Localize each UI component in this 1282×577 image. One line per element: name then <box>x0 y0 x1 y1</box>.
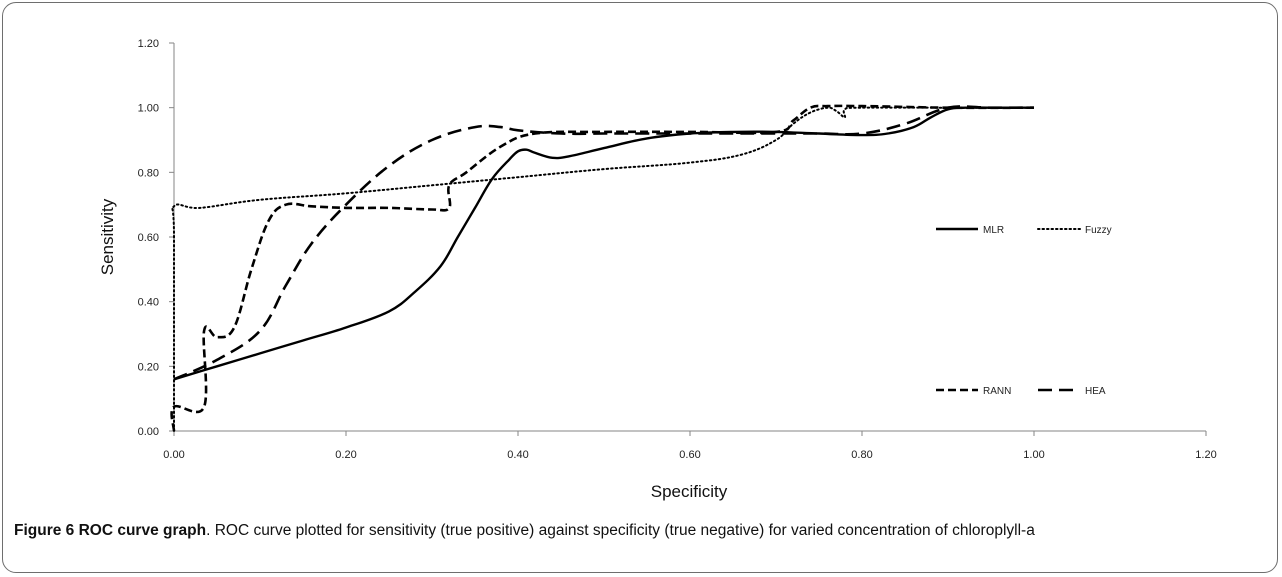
figure-caption: Figure 6 ROC curve graph. ROC curve plot… <box>14 519 1268 543</box>
y-tick-label: 0.00 <box>138 426 159 438</box>
legend-label-mlr: MLR <box>983 225 1004 236</box>
y-axis-title: Sensitivity <box>98 198 117 275</box>
y-tick-label: 0.60 <box>138 232 159 244</box>
y-tick-label: 0.20 <box>138 361 159 373</box>
roc-chart: 0.00 0.20 0.40 0.60 0.80 1.00 1.20 0.00 0.20 0.40… <box>98 38 1217 501</box>
series-line-hea <box>173 105 1034 381</box>
y-tick-label: 0.40 <box>138 297 159 309</box>
x-tick-label: 0.60 <box>679 449 700 461</box>
x-tick-label: 1.00 <box>1023 449 1044 461</box>
x-axis-title: Specificity <box>651 482 728 501</box>
x-tick-label: 1.20 <box>1195 449 1216 461</box>
y-tick-label: 1.00 <box>138 103 159 115</box>
x-tick-label: 0.40 <box>507 449 528 461</box>
legend-label-hea: HEA <box>1085 386 1106 397</box>
chart-legend: MLR Fuzzy RANN HEA <box>936 225 1112 397</box>
x-tick-label: 0.80 <box>851 449 872 461</box>
x-tick-label: 0.20 <box>335 449 356 461</box>
y-tick-label: 0.80 <box>138 167 159 179</box>
chart-axes: 0.00 0.20 0.40 0.60 0.80 1.00 1.20 0.00 0.20 0.40… <box>138 38 1217 461</box>
caption-label: Figure 6 ROC curve graph <box>14 522 207 539</box>
legend-label-rann: RANN <box>983 386 1011 397</box>
legend-label-fuzzy: Fuzzy <box>1085 225 1112 236</box>
series-line-mlr <box>173 106 1034 381</box>
chart-series <box>170 104 1035 432</box>
caption-text: . ROC curve plotted for sensitivity (tru… <box>206 522 1035 539</box>
series-line-fuzzy <box>170 106 1035 432</box>
y-tick-label: 1.20 <box>138 38 159 50</box>
x-tick-label: 0.00 <box>163 449 184 461</box>
series-line-rann <box>170 104 1035 432</box>
